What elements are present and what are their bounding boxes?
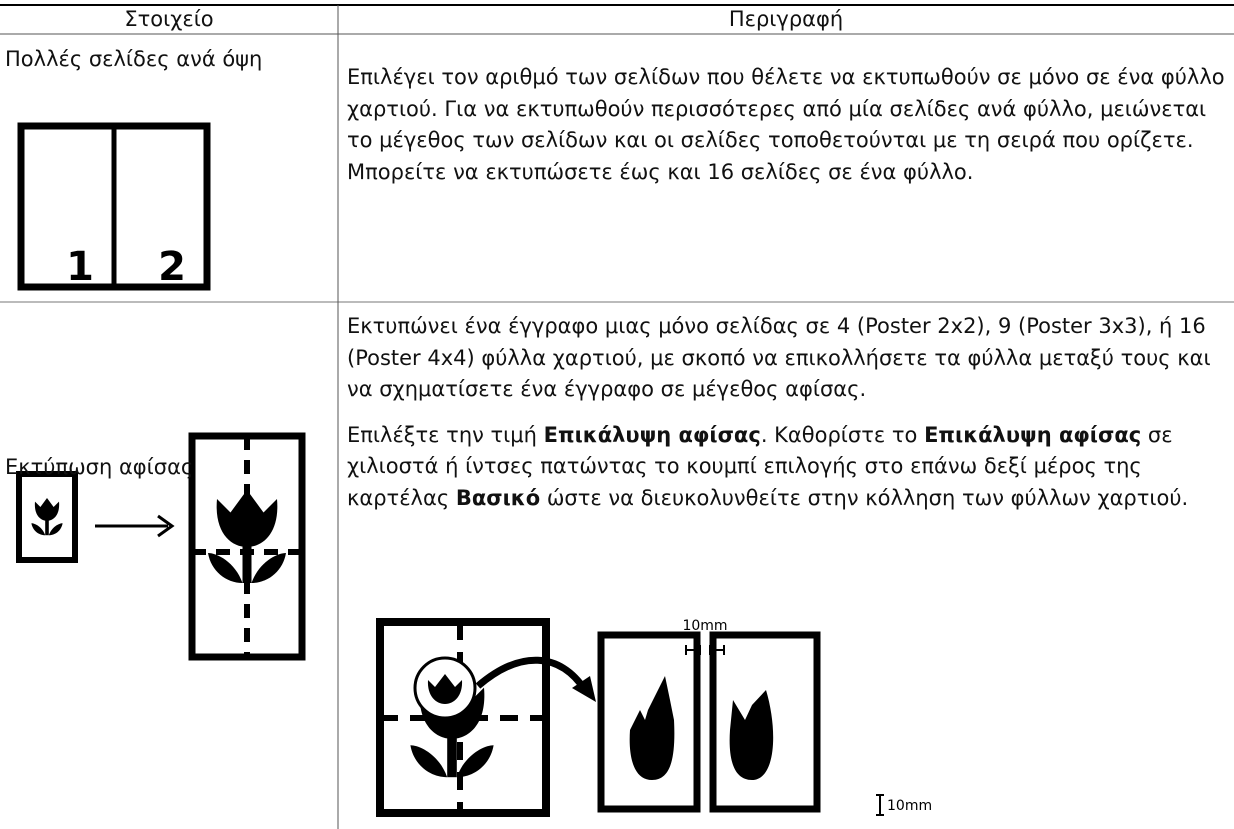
item-name: Πολλές σελίδες ανά όψη <box>5 47 263 71</box>
bold-text: Επικάλυψη αφίσας <box>924 422 1142 447</box>
text: σε χιλιοστά ή ίντσες πατώντας το κουμπί … <box>347 422 1173 510</box>
paragraph: Εκτυπώνει ένα έγγραφο μιας μόνο σελίδας … <box>347 311 1227 406</box>
pages-icon: 1 2 <box>17 122 211 291</box>
bold-text: Επικάλυψη αφίσας <box>543 422 761 447</box>
icon-label: 2 <box>158 244 186 290</box>
bold-text: Βασικό <box>455 485 541 510</box>
text: ώστε να διευκολυνθείτε στην κόλληση των … <box>540 485 1189 510</box>
description: Εκτυπώνει ένα έγγραφο μιας μόνο σελίδας … <box>347 311 1227 528</box>
description: Επιλέγει τον αριθμό των σελίδων που θέλε… <box>347 62 1227 202</box>
poster-icon <box>16 432 306 661</box>
diagram-label: 10mm <box>887 798 932 814</box>
text: . Καθορίστε το <box>760 422 925 447</box>
paragraph: Επιλέξτε την τιμή Επικάλυψη αφίσας. Καθο… <box>347 420 1227 515</box>
column-header: Περιγραφή <box>728 7 844 31</box>
paragraph: Επιλέγει τον αριθμό των σελίδων που θέλε… <box>347 62 1227 188</box>
item-name: Εκτύπωση αφίσας <box>5 455 194 479</box>
text: Επιλέγει τον αριθμό των σελίδων που θέλε… <box>347 65 1225 184</box>
column-header: Στοιχείο <box>124 7 214 31</box>
icon-label: 1 <box>66 244 94 290</box>
text: Επιλέξτε την τιμή <box>347 422 544 447</box>
diagram-label: 10mm <box>682 618 727 634</box>
text: Εκτυπώνει ένα έγγραφο μιας μόνο σελίδας … <box>347 314 1211 401</box>
overlap-diagram: 10mm 10mm <box>376 618 932 817</box>
